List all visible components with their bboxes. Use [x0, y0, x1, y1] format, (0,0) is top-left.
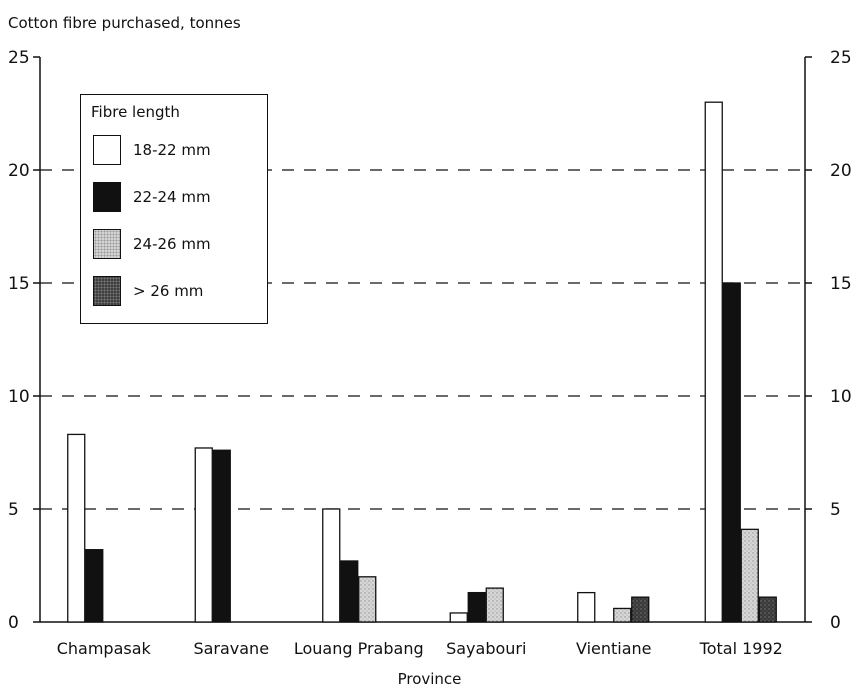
x-tick-label: Louang Prabang [294, 639, 424, 658]
legend-label: 24-26 mm [133, 235, 211, 253]
legend-swatch [93, 276, 121, 306]
bar [85, 549, 104, 623]
y-axis-title: Cotton fibre purchased, tonnes [8, 14, 241, 32]
y-tick-label-right: 10 [830, 387, 852, 407]
legend-label: 18-22 mm [133, 141, 211, 159]
bar [577, 591, 596, 623]
y-tick-label-right: 15 [830, 274, 852, 294]
y-tick-label: 0 [8, 613, 19, 633]
legend-swatch [93, 135, 121, 165]
legend-title: Fibre length [91, 103, 180, 121]
bar [340, 560, 359, 623]
x-tick-label: Sayabouri [446, 639, 526, 658]
legend-item-over-26: > 26 mm [93, 276, 263, 308]
y-tick-label-right: 5 [830, 500, 841, 520]
bar [631, 596, 650, 623]
y-tick-label-right: 20 [830, 161, 852, 181]
legend-label: 22-24 mm [133, 188, 211, 206]
x-tick-label: Saravane [193, 639, 269, 658]
y-tick-label-right: 25 [830, 48, 852, 68]
bar [322, 508, 341, 623]
y-tick-label: 5 [8, 500, 19, 520]
bar [758, 596, 777, 623]
y-tick-label: 20 [8, 161, 30, 181]
legend-swatch [93, 229, 121, 259]
legend-swatch [93, 182, 121, 212]
bar [740, 528, 759, 623]
y-tick-label: 15 [8, 274, 30, 294]
bar [467, 591, 486, 623]
bar [212, 449, 231, 623]
x-axis-title: Province [397, 670, 462, 688]
bar [449, 612, 468, 623]
legend-item-22-24: 22-24 mm [93, 182, 263, 214]
x-tick-label: Champasak [57, 639, 152, 658]
bars [67, 101, 777, 623]
tick-labels: 0 0 5 5 10 10 15 15 20 20 25 25 Champasak Saravane Lou… [8, 48, 852, 658]
x-tick-label: Vientiane [576, 639, 652, 658]
legend-item-18-22: 18-22 mm [93, 135, 263, 167]
x-tick-label: Total 1992 [699, 639, 783, 658]
axes [33, 56, 812, 623]
y-tick-label-right: 0 [830, 613, 841, 633]
bar [67, 433, 86, 623]
bar [722, 282, 741, 623]
y-tick-label: 25 [8, 48, 30, 68]
bar [485, 587, 504, 623]
y-tick-label: 10 [8, 387, 30, 407]
legend: Fibre length 18-22 mm 22-24 mm 24-26 mm … [80, 94, 268, 324]
legend-item-24-26: 24-26 mm [93, 229, 263, 261]
bar [358, 576, 377, 623]
bar [194, 447, 213, 623]
legend-label: > 26 mm [133, 282, 204, 300]
bar [704, 101, 723, 623]
gridlines [40, 169, 805, 510]
bar [613, 607, 632, 623]
